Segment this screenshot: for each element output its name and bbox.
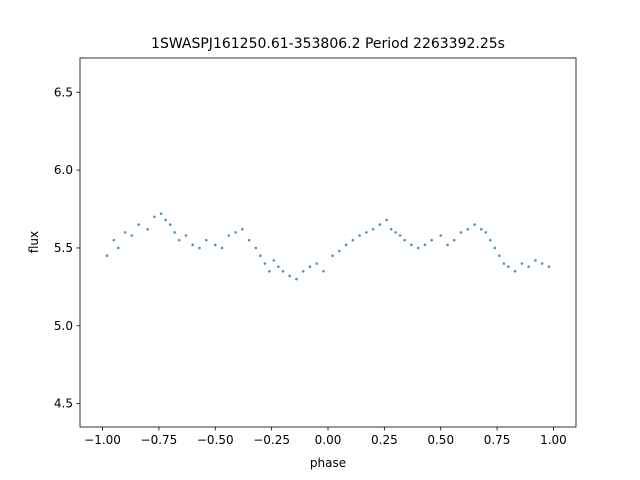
data-points	[105, 212, 551, 281]
data-point	[520, 262, 524, 265]
y-tick-label: 5.5	[54, 241, 73, 255]
data-point	[446, 243, 449, 247]
data-point	[423, 243, 427, 247]
data-point	[234, 231, 237, 234]
x-tick-label: 1.00	[540, 433, 567, 447]
data-point	[398, 234, 402, 237]
x-tick-label: 0.75	[484, 433, 511, 447]
x-tick-label: 0.50	[427, 433, 454, 447]
data-point	[351, 238, 355, 242]
data-point	[254, 246, 258, 250]
y-axis-title: flux	[27, 231, 41, 253]
data-point	[344, 243, 348, 247]
y-tick-label: 5.0	[54, 319, 73, 333]
data-point	[277, 265, 280, 268]
data-point	[117, 246, 120, 250]
data-point	[473, 223, 476, 226]
data-point	[268, 270, 271, 273]
data-point	[177, 238, 181, 242]
data-point	[288, 274, 291, 278]
data-point	[308, 265, 312, 268]
x-axis: −1.00 −0.75 −0.50 −0.25 0.00 0.25 0.50 0.75 1.00	[84, 427, 567, 447]
data-point	[480, 227, 483, 231]
data-point	[527, 265, 530, 268]
data-point	[259, 254, 262, 258]
data-point	[547, 265, 551, 268]
x-tick-label: −0.75	[141, 433, 178, 447]
data-point	[146, 227, 149, 231]
data-point	[137, 223, 140, 226]
data-point	[241, 227, 244, 231]
y-tick-label: 6.0	[54, 163, 73, 177]
data-point	[322, 270, 325, 273]
data-point	[498, 254, 501, 258]
x-tick-label: −0.50	[197, 433, 234, 447]
data-point	[123, 231, 127, 234]
data-point	[430, 238, 434, 242]
data-point	[301, 270, 305, 273]
data-point	[204, 238, 208, 242]
data-point	[502, 262, 506, 265]
data-point	[315, 262, 319, 265]
data-point	[466, 227, 470, 231]
data-point	[272, 259, 276, 262]
data-point	[184, 234, 188, 237]
data-point	[389, 227, 393, 231]
data-point	[130, 234, 134, 237]
data-point	[439, 234, 443, 237]
data-point	[263, 262, 267, 265]
data-point	[365, 231, 368, 234]
data-point	[385, 218, 388, 222]
y-tick-label: 6.5	[54, 85, 73, 99]
data-point	[213, 243, 217, 247]
x-axis-title: phase	[310, 456, 346, 470]
chart-title: 1SWASPJ161250.61-353806.2 Period 2263392…	[151, 36, 505, 52]
data-point	[452, 238, 456, 242]
data-point	[105, 254, 109, 258]
x-tick-label: 0.25	[371, 433, 398, 447]
data-point	[159, 212, 163, 215]
data-point	[191, 243, 195, 247]
x-tick-label: −0.25	[253, 433, 290, 447]
data-point	[459, 231, 463, 234]
x-tick-label: −1.00	[84, 433, 121, 447]
data-point	[484, 231, 488, 234]
data-point	[173, 231, 176, 234]
data-point	[394, 231, 397, 234]
data-point	[534, 259, 537, 262]
data-point	[358, 234, 361, 237]
data-point	[331, 254, 334, 258]
data-point	[295, 277, 298, 281]
data-point	[410, 243, 413, 247]
data-point	[378, 223, 382, 226]
y-axis: 4.5 5.0 5.5 6.0 6.5	[54, 85, 80, 411]
data-point	[281, 270, 285, 273]
data-point	[513, 270, 517, 273]
y-tick-label: 4.5	[54, 397, 73, 411]
data-point	[403, 238, 406, 242]
data-point	[493, 246, 497, 250]
data-point	[247, 238, 251, 242]
data-point	[168, 223, 172, 226]
data-point	[112, 238, 116, 242]
data-point	[540, 262, 544, 265]
data-point	[337, 249, 341, 253]
data-point	[220, 246, 224, 250]
data-point	[164, 218, 167, 222]
data-point	[489, 238, 492, 242]
x-tick-label: 0.00	[315, 433, 342, 447]
data-point	[153, 215, 156, 219]
data-point	[371, 227, 375, 231]
data-point	[507, 265, 510, 268]
data-point	[416, 246, 420, 250]
data-point	[198, 246, 201, 250]
data-point	[227, 234, 231, 237]
